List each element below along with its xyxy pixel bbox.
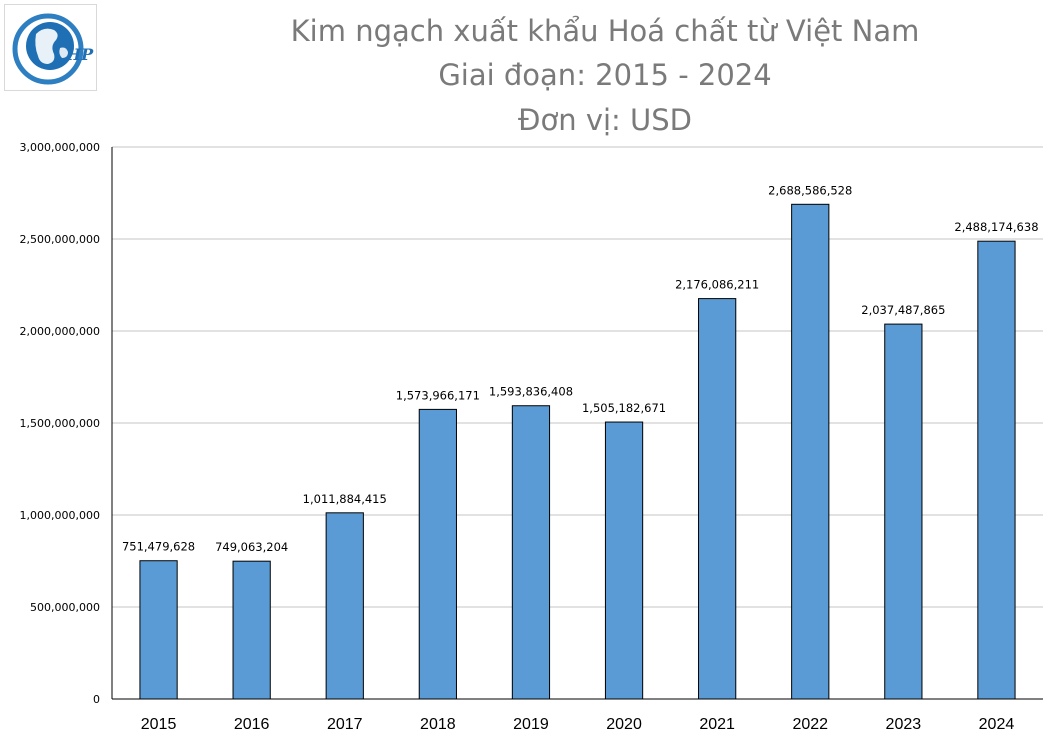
data-label: 1,573,966,171 [396, 388, 480, 402]
data-label: 1,593,836,408 [489, 385, 573, 399]
data-label: 2,488,174,638 [954, 220, 1038, 234]
logo-text: HP [65, 45, 94, 64]
x-tick-label: 2017 [327, 716, 363, 733]
data-label: 751,479,628 [122, 540, 195, 554]
bar [791, 203, 830, 700]
bar [325, 512, 364, 700]
chart-title-line-1: Kim ngạch xuất khẩu Hoá chất từ Việt Nam [290, 14, 920, 48]
y-tick-label: 2,500,000,000 [20, 233, 100, 246]
bar [511, 405, 551, 700]
x-tick-label: 2018 [420, 716, 456, 733]
bar [139, 560, 178, 700]
chart-title-line-2: Giai đoạn: 2015 - 2024 [438, 58, 772, 92]
y-tick-label: 3,000,000,000 [20, 141, 100, 154]
chart-title-line-3: Đơn vị: USD [518, 103, 692, 137]
x-tick-label: 2024 [979, 716, 1015, 733]
data-label: 2,176,086,211 [675, 278, 759, 292]
data-label: 1,011,884,415 [303, 492, 387, 506]
y-tick-label: 1,500,000,000 [20, 417, 100, 430]
y-tick-label: 500,000,000 [30, 601, 100, 614]
x-tick-label: 2023 [886, 716, 922, 733]
y-tick-label: 0 [93, 693, 100, 706]
data-label: 2,037,487,865 [861, 303, 945, 317]
data-label: 749,063,204 [215, 540, 288, 554]
x-tick-label: 2015 [141, 716, 177, 733]
x-tick-label: 2020 [606, 716, 642, 733]
data-label: 1,505,182,671 [582, 401, 666, 415]
bar [884, 323, 923, 700]
bar [604, 421, 644, 700]
bar [698, 298, 737, 700]
y-tick-label: 2,000,000,000 [20, 325, 100, 338]
data-label: 2,688,586,528 [768, 183, 852, 197]
bar [977, 240, 1016, 700]
x-tick-label: 2019 [513, 716, 549, 733]
globe-logo-icon: HP [4, 4, 97, 91]
x-tick-label: 2016 [234, 716, 270, 733]
x-tick-label: 2022 [792, 716, 828, 733]
bar [418, 408, 457, 700]
x-tick-label: 2021 [699, 716, 735, 733]
y-tick-label: 1,000,000,000 [20, 509, 100, 522]
bar [232, 560, 271, 700]
